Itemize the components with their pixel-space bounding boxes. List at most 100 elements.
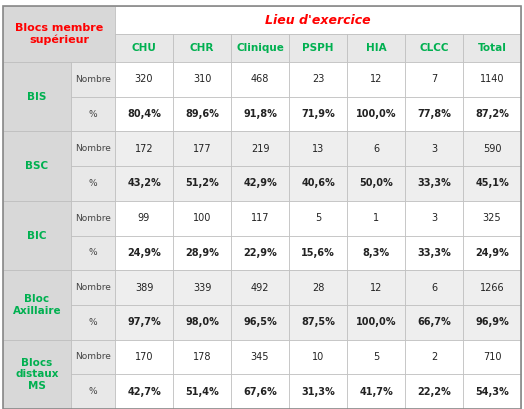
Bar: [289, 305, 347, 339]
Bar: [115, 270, 173, 305]
Bar: [173, 201, 231, 236]
Bar: [405, 339, 463, 374]
Text: 23: 23: [312, 74, 324, 84]
Text: 6: 6: [431, 283, 437, 292]
Bar: [405, 131, 463, 166]
Bar: [289, 201, 347, 236]
Text: 33,3%: 33,3%: [417, 248, 451, 258]
Text: 22,9%: 22,9%: [243, 248, 277, 258]
Text: %: %: [89, 248, 97, 257]
Bar: [463, 62, 521, 97]
Text: 6: 6: [373, 144, 379, 154]
Text: 492: 492: [251, 283, 269, 292]
Text: 24,9%: 24,9%: [127, 248, 161, 258]
Bar: [347, 166, 405, 201]
Text: %: %: [89, 110, 97, 119]
Text: Blocs membre
supérieur: Blocs membre supérieur: [15, 23, 103, 45]
Bar: [289, 97, 347, 131]
Text: 50,0%: 50,0%: [359, 178, 393, 189]
Text: 51,2%: 51,2%: [185, 178, 219, 189]
Text: 40,6%: 40,6%: [301, 178, 335, 189]
Bar: [231, 131, 289, 166]
Text: 99: 99: [138, 213, 150, 223]
Bar: [3, 131, 71, 201]
Text: 45,1%: 45,1%: [475, 178, 509, 189]
Text: 43,2%: 43,2%: [127, 178, 161, 189]
Bar: [405, 62, 463, 97]
Text: 89,6%: 89,6%: [185, 109, 219, 119]
Bar: [405, 374, 463, 409]
Text: 117: 117: [251, 213, 269, 223]
Text: Nombre: Nombre: [75, 213, 111, 222]
Text: BIS: BIS: [27, 92, 47, 102]
Bar: [347, 339, 405, 374]
Text: 22,2%: 22,2%: [417, 387, 451, 397]
Text: 66,7%: 66,7%: [417, 317, 451, 327]
Bar: [231, 97, 289, 131]
Bar: [231, 270, 289, 305]
Bar: [231, 62, 289, 97]
Bar: [289, 236, 347, 270]
Bar: [173, 374, 231, 409]
Bar: [115, 236, 173, 270]
Text: 5: 5: [315, 213, 321, 223]
Text: 87,5%: 87,5%: [301, 317, 335, 327]
Bar: [71, 270, 115, 305]
Bar: [71, 131, 115, 166]
Bar: [71, 339, 115, 374]
Text: 468: 468: [251, 74, 269, 84]
Text: CHU: CHU: [132, 43, 157, 53]
Text: 100,0%: 100,0%: [356, 317, 396, 327]
Bar: [173, 270, 231, 305]
Bar: [463, 374, 521, 409]
Bar: [3, 270, 71, 339]
Text: 42,7%: 42,7%: [127, 387, 161, 397]
Text: 710: 710: [483, 352, 501, 362]
Text: Lieu d'exercice: Lieu d'exercice: [265, 13, 371, 27]
Bar: [405, 305, 463, 339]
Bar: [347, 97, 405, 131]
Text: Clinique: Clinique: [236, 43, 284, 53]
Text: 41,7%: 41,7%: [359, 387, 393, 397]
Text: Nombre: Nombre: [75, 353, 111, 362]
Bar: [347, 131, 405, 166]
Text: 33,3%: 33,3%: [417, 178, 451, 189]
Text: 5: 5: [373, 352, 379, 362]
Bar: [231, 236, 289, 270]
Bar: [405, 270, 463, 305]
Bar: [347, 201, 405, 236]
Text: %: %: [89, 387, 97, 396]
Bar: [463, 97, 521, 131]
Text: Nombre: Nombre: [75, 283, 111, 292]
Bar: [347, 62, 405, 97]
Bar: [71, 62, 115, 97]
Text: 320: 320: [135, 74, 153, 84]
Text: 80,4%: 80,4%: [127, 109, 161, 119]
Text: 28: 28: [312, 283, 324, 292]
Text: 8,3%: 8,3%: [363, 248, 389, 258]
Text: 100: 100: [193, 213, 211, 223]
Text: 10: 10: [312, 352, 324, 362]
Text: Blocs
distaux
MS: Blocs distaux MS: [15, 358, 59, 391]
Bar: [289, 34, 347, 62]
Text: 54,3%: 54,3%: [475, 387, 509, 397]
Text: 310: 310: [193, 74, 211, 84]
Bar: [115, 374, 173, 409]
Text: 28,9%: 28,9%: [185, 248, 219, 258]
Bar: [115, 131, 173, 166]
Bar: [71, 236, 115, 270]
Text: 71,9%: 71,9%: [301, 109, 335, 119]
Bar: [173, 236, 231, 270]
Bar: [115, 34, 173, 62]
Bar: [289, 270, 347, 305]
Bar: [231, 166, 289, 201]
Bar: [3, 62, 71, 131]
Bar: [3, 339, 71, 409]
Text: 100,0%: 100,0%: [356, 109, 396, 119]
Text: 3: 3: [431, 213, 437, 223]
Bar: [3, 201, 71, 270]
Text: BSC: BSC: [26, 161, 49, 171]
Bar: [115, 62, 173, 97]
Text: 77,8%: 77,8%: [417, 109, 451, 119]
Bar: [289, 339, 347, 374]
